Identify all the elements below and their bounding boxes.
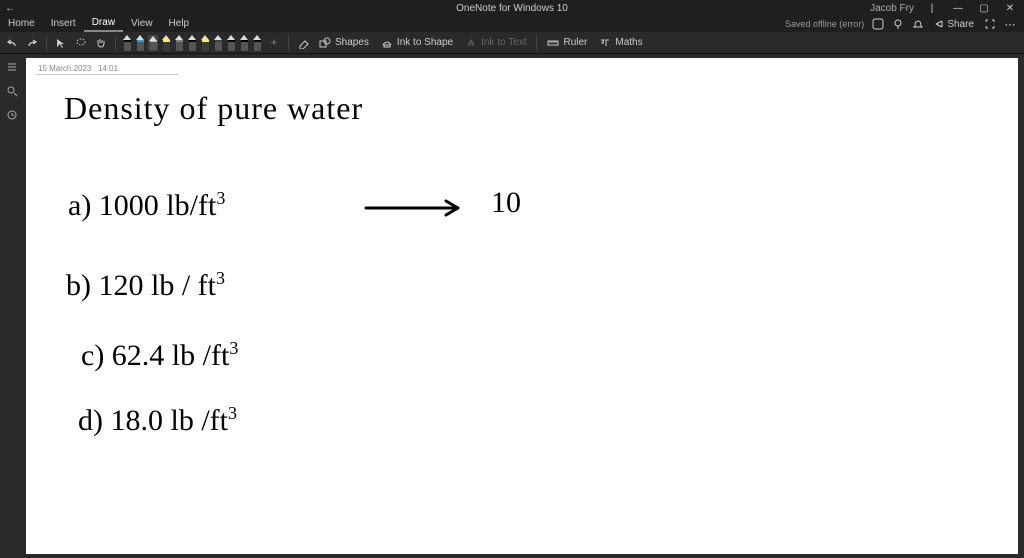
share-button[interactable]: Share — [930, 19, 978, 30]
back-button[interactable]: ← — [0, 3, 20, 14]
ink-to-shape-label: Ink to Shape — [397, 37, 453, 48]
ink-option-b: b) 120 lb / ft3 — [66, 268, 225, 303]
maths-button[interactable]: Maths — [595, 34, 646, 52]
left-rail — [0, 54, 24, 558]
close-button[interactable]: ✕ — [1002, 3, 1018, 14]
add-pen-button[interactable]: + — [266, 35, 282, 51]
feed-icon[interactable] — [870, 16, 886, 32]
app-title: OneNote for Windows 10 — [456, 3, 568, 14]
shapes-label: Shapes — [335, 37, 369, 48]
lasso-tool[interactable] — [73, 35, 89, 51]
pen-tool-9[interactable] — [239, 35, 249, 51]
title-bar: ← OneNote for Windows 10 Jacob Fry | — ▢… — [0, 0, 1024, 16]
arrow-icon — [26, 58, 1018, 554]
pen-tool-5[interactable] — [187, 35, 197, 51]
tab-home[interactable]: Home — [0, 16, 43, 32]
pen-gallery — [122, 35, 262, 51]
page-canvas[interactable]: 15 March 2023 14:01 Density of pure wate… — [26, 58, 1018, 554]
pen-tool-8[interactable] — [226, 35, 236, 51]
fullscreen-icon[interactable] — [982, 16, 998, 32]
ink-to-shape-button[interactable]: Ink to Shape — [377, 34, 457, 52]
pen-tool-1[interactable] — [135, 35, 145, 51]
tab-draw[interactable]: Draw — [84, 16, 123, 32]
tab-insert[interactable]: Insert — [43, 16, 84, 32]
ink-to-text-label: Ink to Text — [481, 37, 526, 48]
tab-help[interactable]: Help — [161, 16, 198, 32]
eraser-tool[interactable] — [295, 35, 311, 51]
nav-toggle-icon[interactable] — [5, 60, 19, 74]
search-icon[interactable] — [5, 84, 19, 98]
shapes-button[interactable]: Shapes — [315, 34, 373, 52]
sync-status: Saved offline (error) — [785, 19, 864, 29]
pan-tool[interactable] — [93, 35, 109, 51]
separator — [46, 36, 47, 50]
ink-option-c: c) 62.4 lb /ft3 — [81, 338, 238, 373]
ruler-label: Ruler — [563, 37, 587, 48]
minimize-button[interactable]: — — [950, 3, 966, 14]
ruler-button[interactable]: Ruler — [543, 34, 591, 52]
draw-toolbar: + Shapes Ink to Shape Ink to Text Ruler … — [0, 32, 1024, 54]
pen-tool-10[interactable] — [252, 35, 262, 51]
ink-to-text-button: Ink to Text — [461, 34, 530, 52]
divider: | — [924, 3, 940, 14]
redo-button[interactable] — [24, 35, 40, 51]
recent-icon[interactable] — [5, 108, 19, 122]
undo-button[interactable] — [4, 35, 20, 51]
ink-answer-a: 10 — [491, 186, 521, 220]
pen-tool-2[interactable] — [148, 35, 158, 51]
separator — [288, 36, 289, 50]
separator — [536, 36, 537, 50]
maximize-button[interactable]: ▢ — [976, 3, 992, 14]
share-label: Share — [947, 19, 974, 30]
pen-tool-4[interactable] — [174, 35, 184, 51]
bell-icon[interactable] — [910, 16, 926, 32]
separator — [115, 36, 116, 50]
more-icon[interactable]: ⋯ — [1002, 16, 1018, 32]
lightbulb-icon[interactable] — [890, 16, 906, 32]
user-name[interactable]: Jacob Fry — [870, 3, 914, 14]
pen-tool-7[interactable] — [213, 35, 223, 51]
maths-label: Maths — [615, 37, 642, 48]
ink-option-d: d) 18.0 lb /ft3 — [78, 403, 237, 438]
workspace: 15 March 2023 14:01 Density of pure wate… — [0, 54, 1024, 558]
pen-tool-3[interactable] — [161, 35, 171, 51]
menu-bar: Home Insert Draw View Help Saved offline… — [0, 16, 1024, 32]
tab-view[interactable]: View — [123, 16, 161, 32]
pen-tool-0[interactable] — [122, 35, 132, 51]
cursor-tool[interactable] — [53, 35, 69, 51]
pen-tool-6[interactable] — [200, 35, 210, 51]
